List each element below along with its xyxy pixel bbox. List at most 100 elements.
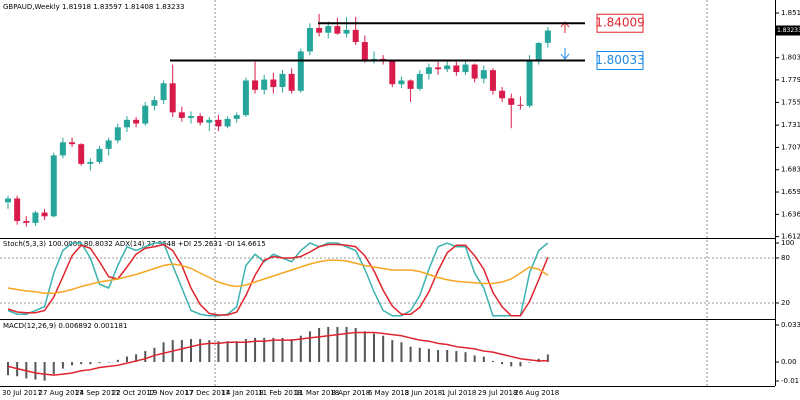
candle-body bbox=[325, 26, 332, 33]
macd-bar bbox=[455, 351, 458, 363]
candle-body bbox=[14, 198, 21, 221]
candle-body bbox=[142, 105, 149, 124]
candle-body bbox=[252, 80, 259, 90]
level-label: 1.80033 bbox=[595, 53, 645, 67]
x-tick-label: 3 Jun 2018 bbox=[405, 389, 443, 397]
candle-body bbox=[270, 79, 277, 88]
candle-body bbox=[114, 127, 121, 141]
stoch-header: Stoch(5,3,3) 100.0000 80.8032 ADX(14) 27… bbox=[3, 240, 266, 248]
down-arrow bbox=[560, 48, 570, 60]
y-tick-label: 1.8033 bbox=[781, 54, 800, 62]
macd-bar bbox=[116, 359, 119, 363]
candle-body bbox=[96, 148, 103, 162]
x-tick-label: 22 Oct 2017 bbox=[112, 389, 155, 397]
candle-body bbox=[508, 98, 515, 105]
macd-bar bbox=[464, 352, 467, 363]
x-tick-label: 30 Jul 2017 bbox=[2, 389, 42, 397]
candle-body bbox=[499, 90, 506, 99]
x-tick-label: 14 Jan 2018 bbox=[222, 389, 264, 397]
candle-body bbox=[517, 104, 524, 106]
macd-bar bbox=[446, 349, 449, 363]
macd-bar bbox=[354, 328, 357, 363]
macd-bar bbox=[34, 362, 37, 380]
candle-body bbox=[334, 26, 341, 34]
level-box bbox=[596, 50, 644, 70]
y-tick-label: 1.7556 bbox=[781, 98, 800, 106]
macd-bar bbox=[473, 355, 476, 363]
macd-bar bbox=[437, 349, 440, 363]
last-price-label: 1.83233 bbox=[777, 27, 800, 34]
candle-body bbox=[471, 64, 478, 79]
y-tick-label: 0.00 bbox=[781, 358, 797, 366]
x-tick-label: 27 Aug 2017 bbox=[39, 389, 84, 397]
candle-body bbox=[160, 83, 167, 101]
y-tick-label: 1.7075 bbox=[781, 143, 800, 151]
candle-body bbox=[361, 42, 368, 60]
macd-bar bbox=[190, 339, 192, 363]
candle-body bbox=[371, 58, 377, 60]
macd-bar bbox=[519, 362, 522, 367]
x-tick-label: 29 Jul 2018 bbox=[478, 389, 518, 397]
macd-bar bbox=[308, 331, 311, 363]
macd-bar bbox=[263, 337, 266, 363]
macd-bar bbox=[391, 340, 394, 363]
candle-body bbox=[23, 220, 30, 223]
candle-body bbox=[352, 29, 359, 43]
macd-bar bbox=[373, 333, 375, 363]
x-tick-label: 11 Mar 2018 bbox=[295, 389, 339, 397]
y-tick-label: 1.7313 bbox=[781, 121, 800, 129]
macd-bar bbox=[528, 362, 531, 363]
macd-bar bbox=[162, 342, 165, 363]
macd-bar bbox=[254, 337, 257, 363]
x-tick-label: 11 Feb 2018 bbox=[258, 389, 302, 397]
macd-bar bbox=[546, 354, 549, 363]
x-tick-label: 8 Apr 2018 bbox=[331, 389, 370, 397]
macd-bar bbox=[199, 339, 202, 363]
x-tick-label: 17 Dec 2017 bbox=[185, 389, 230, 397]
candle-body bbox=[425, 67, 432, 74]
level-box bbox=[596, 13, 644, 33]
macd-bar bbox=[382, 335, 385, 363]
macd-bar bbox=[400, 342, 403, 363]
macd-bar bbox=[345, 326, 348, 363]
macd-bar bbox=[43, 362, 46, 381]
macd-bar bbox=[510, 362, 513, 367]
candle-body bbox=[169, 83, 176, 113]
candle-body bbox=[526, 59, 533, 106]
macd-bar bbox=[7, 362, 9, 376]
x-tick-label: 26 Aug 2018 bbox=[514, 389, 559, 397]
candle-body bbox=[288, 73, 295, 91]
macd-bar bbox=[491, 360, 494, 363]
macd-bar bbox=[135, 354, 138, 363]
macd-bar bbox=[281, 337, 284, 363]
chart-header: GBPAUD,Weekly 1.81918 1.83597 1.81408 1.… bbox=[3, 3, 184, 11]
candle-body bbox=[389, 60, 396, 85]
macd-bar bbox=[71, 362, 74, 366]
indicator-line bbox=[7, 243, 549, 317]
candle-body bbox=[224, 118, 231, 127]
candle-body bbox=[407, 80, 414, 89]
x-tick-label: 19 Nov 2017 bbox=[148, 389, 193, 397]
candle-body bbox=[178, 112, 185, 118]
signal-line bbox=[7, 331, 548, 376]
candle-body bbox=[59, 142, 66, 156]
y-tick-label: 1.6599 bbox=[781, 188, 800, 196]
macd-bar bbox=[327, 326, 330, 363]
indicator-line bbox=[7, 242, 549, 317]
macd-bar bbox=[235, 341, 238, 363]
macd-bar bbox=[217, 341, 220, 363]
y-tick-label: 80 bbox=[781, 254, 790, 262]
candle-body bbox=[188, 116, 194, 118]
candle-body bbox=[5, 198, 11, 203]
y-tick-label: -0.01732 bbox=[781, 377, 800, 385]
candle-body bbox=[41, 212, 48, 217]
x-tick-label: 6 May 2018 bbox=[368, 389, 409, 397]
candle-body bbox=[78, 144, 85, 164]
y-tick-label: 0.033792 bbox=[781, 321, 800, 329]
candle-body bbox=[343, 29, 350, 34]
macd-bar bbox=[318, 328, 321, 363]
y-tick-label: 1.6837 bbox=[781, 166, 800, 174]
macd-bar bbox=[299, 335, 302, 363]
